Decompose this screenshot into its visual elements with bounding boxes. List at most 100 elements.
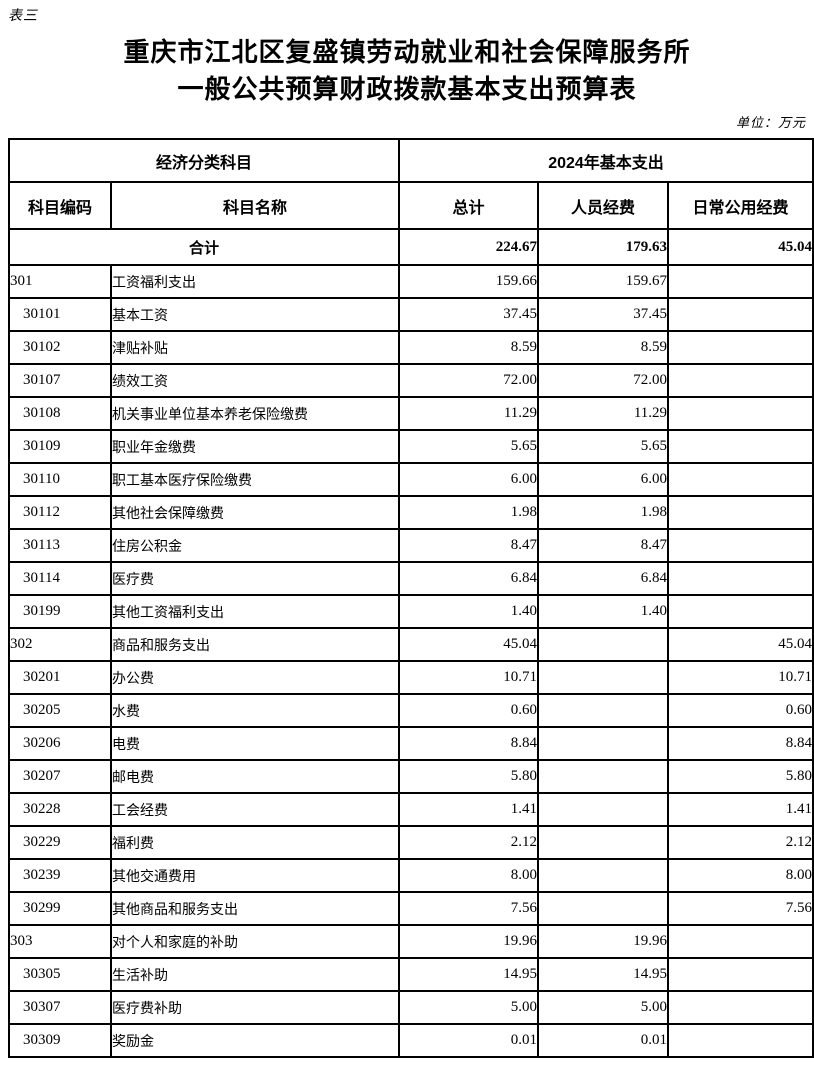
row-code-cell: 30101 (8, 297, 112, 332)
row-name-cell: 生活补助 (109, 957, 401, 992)
budget-table: 经济分类科目 2024年基本支出 科目编码 科目名称 总计 人员经费 日常公用经… (7, 138, 814, 1058)
row-total-cell: 5.00 (398, 990, 540, 1025)
row-name-cell: 邮电费 (109, 759, 401, 794)
grand-total-row: 合计 224.67 179.63 45.04 (7, 228, 814, 266)
header-economic-classification: 经济分类科目 (7, 138, 401, 183)
row-code-cell: 30206 (8, 726, 112, 761)
row-daily-cell (667, 495, 814, 530)
row-daily-cell (667, 528, 814, 563)
row-total-cell: 1.98 (398, 495, 540, 530)
row-name-cell: 基本工资 (109, 297, 401, 332)
table-row: 30109 职业年金缴费 5.65 5.65 (8, 429, 814, 464)
row-code-cell: 30114 (8, 561, 112, 596)
row-daily-cell (667, 561, 814, 596)
row-daily-cell (667, 990, 814, 1025)
grand-total-personnel-value: 179.63 (537, 228, 670, 266)
row-name-cell: 奖励金 (109, 1023, 401, 1058)
header-column-row: 科目编码 科目名称 总计 人员经费 日常公用经费 (8, 181, 814, 230)
header-2024-basic-expenditure: 2024年基本支出 (398, 138, 814, 183)
row-personnel-cell: 14.95 (537, 957, 670, 992)
row-name-cell: 对个人和家庭的补助 (109, 924, 401, 959)
row-code-cell: 30205 (8, 693, 112, 728)
row-name-cell: 其他交通费用 (109, 858, 401, 893)
row-code-cell: 30108 (8, 396, 112, 431)
row-name-cell: 津贴补贴 (109, 330, 401, 365)
row-personnel-cell (537, 825, 670, 860)
row-daily-cell (667, 264, 814, 299)
row-daily-cell (667, 297, 814, 332)
row-code-cell: 30199 (8, 594, 112, 629)
table-body: 合计 224.67 179.63 45.04 301 工资福利支出 159.66 15… (7, 228, 814, 1058)
table-row: 30107 绩效工资 72.00 72.00 (8, 363, 814, 398)
row-total-cell: 0.60 (398, 693, 540, 728)
row-personnel-cell (537, 858, 670, 893)
row-name-cell: 其他工资福利支出 (109, 594, 401, 629)
row-personnel-cell: 6.84 (537, 561, 670, 596)
unit-label: 单位：万元 (735, 116, 806, 131)
row-code-cell: 30201 (8, 660, 112, 695)
row-total-cell: 8.59 (398, 330, 540, 365)
row-name-cell: 电费 (109, 726, 401, 761)
row-total-cell: 1.40 (398, 594, 540, 629)
row-daily-cell (667, 363, 814, 398)
row-name-cell: 绩效工资 (109, 363, 401, 398)
row-name-cell: 工会经费 (109, 792, 401, 827)
row-personnel-cell (537, 759, 670, 794)
row-total-cell: 5.80 (398, 759, 540, 794)
row-daily-cell: 2.12 (667, 825, 814, 860)
row-daily-cell (667, 924, 814, 959)
table-row: 30229 福利费 2.12 2.12 (8, 825, 814, 860)
row-name-cell: 福利费 (109, 825, 401, 860)
row-daily-cell (667, 594, 814, 629)
row-total-cell: 8.84 (398, 726, 540, 761)
row-code-cell: 302 (8, 627, 112, 662)
page-title-line2: 一般公共预算财政拨款基本支出预算表 (177, 74, 637, 104)
row-code-cell: 30110 (8, 462, 112, 497)
row-daily-cell: 8.00 (667, 858, 814, 893)
table-row: 30305 生活补助 14.95 14.95 (8, 957, 814, 992)
row-total-cell: 8.47 (398, 528, 540, 563)
table-row: 30206 电费 8.84 8.84 (8, 726, 814, 761)
row-total-cell: 8.00 (398, 858, 540, 893)
row-code-cell: 30207 (8, 759, 112, 794)
table-row: 30101 基本工资 37.45 37.45 (8, 297, 814, 332)
row-total-cell: 45.04 (398, 627, 540, 662)
row-personnel-cell (537, 726, 670, 761)
table-row: 301 工资福利支出 159.66 159.67 (8, 264, 814, 299)
row-personnel-cell: 8.47 (537, 528, 670, 563)
row-personnel-cell: 19.96 (537, 924, 670, 959)
table-row: 30205 水费 0.60 0.60 (8, 693, 814, 728)
row-total-cell: 6.84 (398, 561, 540, 596)
table-row: 30207 邮电费 5.80 5.80 (8, 759, 814, 794)
row-name-cell: 职工基本医疗保险缴费 (109, 462, 401, 497)
table-row: 302 商品和服务支出 45.04 45.04 (8, 627, 814, 662)
row-daily-cell (667, 330, 814, 365)
grand-total-total-value: 224.67 (398, 228, 540, 266)
table-row: 30307 医疗费补助 5.00 5.00 (8, 990, 814, 1025)
row-daily-cell: 5.80 (667, 759, 814, 794)
table-row: 30108 机关事业单位基本养老保险缴费 11.29 11.29 (8, 396, 814, 431)
header-group-row: 经济分类科目 2024年基本支出 (7, 138, 814, 183)
row-personnel-cell (537, 627, 670, 662)
row-daily-cell: 10.71 (667, 660, 814, 695)
row-total-cell: 37.45 (398, 297, 540, 332)
row-code-cell: 30112 (8, 495, 112, 530)
table-row: 303 对个人和家庭的补助 19.96 19.96 (8, 924, 814, 959)
row-personnel-cell (537, 660, 670, 695)
row-total-cell: 7.56 (398, 891, 540, 926)
row-name-cell: 医疗费补助 (109, 990, 401, 1025)
row-name-cell: 其他商品和服务支出 (109, 891, 401, 926)
row-personnel-cell: 5.00 (537, 990, 670, 1025)
row-daily-cell (667, 957, 814, 992)
table-row: 30199 其他工资福利支出 1.40 1.40 (8, 594, 814, 629)
row-name-cell: 住房公积金 (109, 528, 401, 563)
table-number-tag: 表三 (8, 8, 38, 24)
row-total-cell: 0.01 (398, 1023, 540, 1058)
row-daily-cell (667, 462, 814, 497)
grand-total-daily-value: 45.04 (667, 228, 814, 266)
row-code-cell: 30107 (8, 363, 112, 398)
row-personnel-cell: 159.67 (537, 264, 670, 299)
table-row: 30239 其他交通费用 8.00 8.00 (8, 858, 814, 893)
row-personnel-cell: 11.29 (537, 396, 670, 431)
